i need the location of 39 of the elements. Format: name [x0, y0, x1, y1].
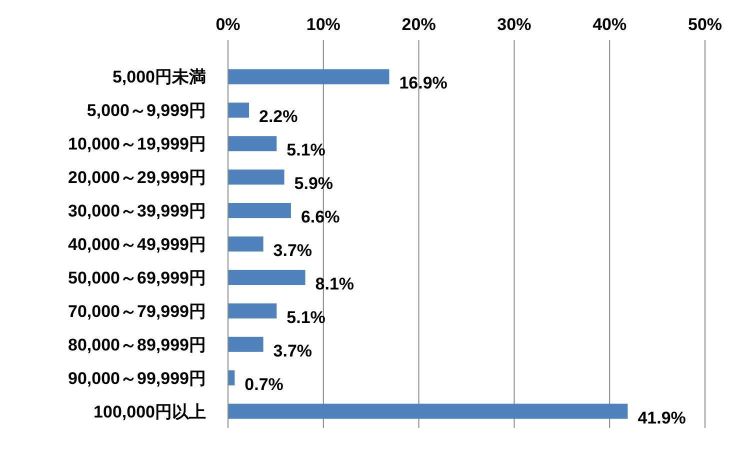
bar	[228, 270, 306, 285]
bar	[228, 370, 235, 386]
data-label: 3.7%	[273, 241, 312, 260]
x-tick-label: 30%	[497, 15, 532, 34]
y-tick-label: 80,000～89,999円	[68, 335, 206, 354]
y-tick-label: 40,000～49,999円	[68, 235, 206, 254]
bar	[228, 170, 284, 185]
data-label: 5.1%	[286, 308, 326, 327]
data-label: 5.9%	[294, 174, 334, 194]
y-tick-label: 90,000～99,999円	[68, 368, 206, 388]
bar	[228, 404, 628, 419]
y-tick-label: 100,000円以上	[94, 402, 206, 422]
x-tick-label: 50%	[688, 15, 722, 34]
y-tick-label: 30,000～39,999円	[68, 202, 206, 221]
data-label: 16.9%	[399, 74, 448, 93]
bar	[228, 336, 264, 352]
x-tick-label: 10%	[306, 15, 340, 34]
x-tick-label: 20%	[402, 15, 436, 34]
x-tick-label: 0%	[216, 15, 240, 34]
y-tick-label: 70,000～79,999円	[68, 302, 206, 321]
y-tick-label: 20,000～29,999円	[68, 168, 206, 188]
y-tick-label: 5,000～9,999円	[86, 101, 206, 120]
bar	[228, 102, 249, 118]
bar	[228, 303, 277, 318]
data-label: 2.2%	[258, 107, 298, 126]
data-label: 41.9%	[638, 408, 686, 428]
y-tick-label: 5,000円未満	[112, 68, 206, 87]
data-label: 8.1%	[315, 274, 354, 294]
x-tick-label: 40%	[592, 15, 627, 34]
y-tick-label: 50,000～69,999円	[68, 268, 206, 288]
bar	[228, 203, 291, 218]
y-tick-label: 10,000～19,999円	[68, 134, 206, 154]
data-label: 6.6%	[300, 208, 340, 227]
bar	[228, 236, 264, 252]
bar	[228, 136, 277, 152]
bar	[228, 69, 390, 84]
data-label: 3.7%	[273, 341, 312, 360]
data-label: 0.7%	[244, 374, 284, 394]
data-label: 5.1%	[286, 140, 326, 160]
